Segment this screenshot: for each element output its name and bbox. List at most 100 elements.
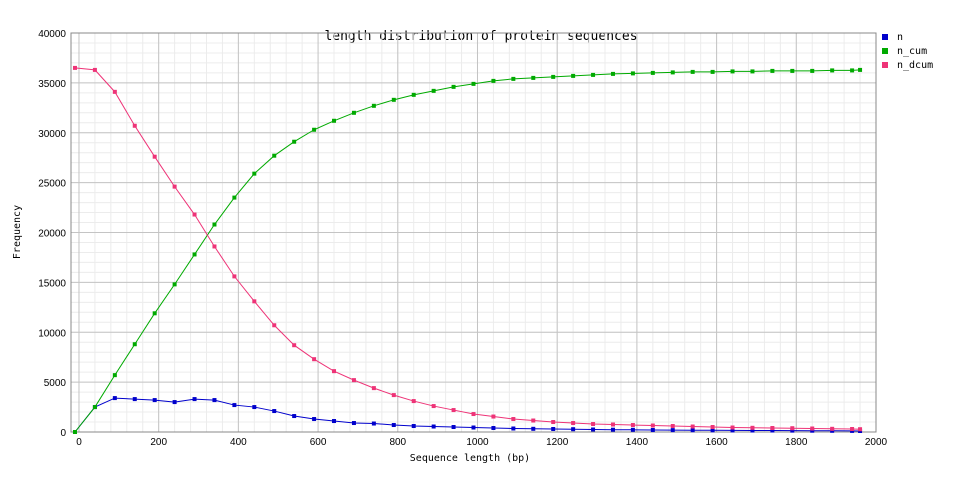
- data-point-n_cum: [491, 78, 496, 83]
- data-point-n_cum: [351, 110, 356, 115]
- data-point-n_cum: [531, 75, 536, 80]
- data-point-n: [531, 426, 536, 431]
- data-point-n_dcum: [172, 184, 177, 189]
- data-point-n: [132, 397, 137, 402]
- data-point-n: [471, 425, 476, 430]
- data-point-n_dcum: [112, 89, 117, 94]
- data-point-n: [810, 428, 815, 433]
- data-point-n_cum: [212, 222, 217, 227]
- x-axis-label: Sequence length (bp): [410, 453, 530, 464]
- series-layer: [72, 65, 863, 434]
- data-point-n: [551, 427, 556, 432]
- legend-label-n_dcum: n_dcum: [897, 60, 933, 71]
- data-point-n_cum: [152, 311, 157, 316]
- data-point-n_dcum: [591, 422, 596, 427]
- legend-marker-n_dcum: [882, 62, 888, 68]
- y-tick-label: 15000: [38, 278, 66, 289]
- series-n_dcum: [72, 65, 863, 432]
- data-point-n_cum: [670, 70, 675, 75]
- data-point-n: [292, 414, 297, 419]
- data-point-n: [770, 428, 775, 433]
- legend-item-n: n: [882, 32, 903, 43]
- data-point-n_cum: [630, 71, 635, 76]
- y-tick-label: 40000: [38, 29, 66, 40]
- data-point-n_dcum: [491, 414, 496, 419]
- data-point-n_cum: [112, 373, 117, 378]
- data-point-n: [431, 424, 436, 429]
- data-point-n: [650, 428, 655, 433]
- data-point-n: [630, 427, 635, 432]
- data-point-n: [152, 398, 157, 403]
- y-tick-label: 25000: [38, 179, 66, 190]
- y-tick-label: 10000: [38, 328, 66, 339]
- data-point-n_dcum: [192, 212, 197, 217]
- plot-frame: [70, 32, 877, 433]
- x-tick-label: 1600: [705, 437, 728, 448]
- data-point-n_dcum: [92, 67, 97, 72]
- data-point-n_dcum: [551, 420, 556, 425]
- data-point-n_cum: [790, 68, 795, 73]
- legend-label-n_cum: n_cum: [897, 46, 927, 57]
- y-axis-ticks: 0 5000 10000 15000 20000 25000 30000 35000 40000: [38, 29, 66, 439]
- y-tick-label: 30000: [38, 129, 66, 140]
- data-point-n_cum: [192, 252, 197, 257]
- data-point-n_dcum: [351, 378, 356, 383]
- x-tick-label: 400: [230, 437, 247, 448]
- data-point-n_cum: [451, 84, 456, 89]
- data-point-n_dcum: [850, 427, 855, 432]
- x-tick-label: 1000: [466, 437, 489, 448]
- x-tick-label: 800: [389, 437, 406, 448]
- data-point-n_cum: [132, 342, 137, 347]
- data-point-n: [232, 403, 237, 408]
- data-point-n_dcum: [152, 154, 157, 159]
- data-point-n_dcum: [650, 423, 655, 428]
- data-point-n_dcum: [610, 422, 615, 427]
- data-point-n_cum: [232, 195, 237, 200]
- legend-item-n_dcum: n_dcum: [882, 60, 933, 71]
- data-point-n: [511, 426, 516, 431]
- data-point-n_cum: [710, 69, 715, 74]
- data-point-n: [411, 424, 416, 429]
- data-point-n_dcum: [312, 357, 317, 362]
- data-point-n: [591, 427, 596, 432]
- series-n_cum: [72, 67, 863, 434]
- data-point-n: [610, 427, 615, 432]
- data-point-n_dcum: [750, 425, 755, 430]
- data-point-n: [491, 426, 496, 431]
- legend-item-n_cum: n_cum: [882, 46, 927, 57]
- legend-marker-n_cum: [882, 48, 888, 54]
- data-point-n_cum: [770, 68, 775, 73]
- x-tick-label: 1400: [626, 437, 649, 448]
- data-point-n_cum: [810, 68, 815, 73]
- legend: n n_cum n_dcum: [882, 32, 933, 71]
- data-point-n_dcum: [790, 426, 795, 431]
- data-point-n_dcum: [810, 426, 815, 431]
- data-point-n: [790, 428, 795, 433]
- data-point-n: [371, 421, 376, 426]
- data-point-n_cum: [172, 282, 177, 287]
- data-point-n_cum: [292, 139, 297, 144]
- data-point-n_dcum: [471, 412, 476, 417]
- data-point-n_cum: [252, 171, 257, 176]
- y-axis-label: Frequency: [12, 205, 23, 259]
- x-tick-label: 2000: [865, 437, 888, 448]
- series-line-n_cum: [74, 69, 861, 433]
- data-point-n_dcum: [391, 393, 396, 398]
- data-point-n: [192, 397, 197, 402]
- data-point-n_dcum: [511, 417, 516, 422]
- data-point-n: [690, 428, 695, 433]
- data-point-n_cum: [591, 72, 596, 77]
- data-point-n_cum: [471, 81, 476, 86]
- y-tick-label: 5000: [44, 378, 67, 389]
- y-tick-label: 35000: [38, 79, 66, 90]
- data-point-n_dcum: [72, 65, 77, 70]
- data-point-n_cum: [690, 69, 695, 74]
- data-point-n_dcum: [690, 424, 695, 429]
- data-point-n_dcum: [770, 426, 775, 431]
- data-point-n: [730, 428, 735, 433]
- legend-label-n: n: [897, 32, 903, 43]
- data-point-n_dcum: [332, 369, 337, 374]
- data-point-n_dcum: [670, 424, 675, 429]
- data-point-n_cum: [332, 118, 337, 123]
